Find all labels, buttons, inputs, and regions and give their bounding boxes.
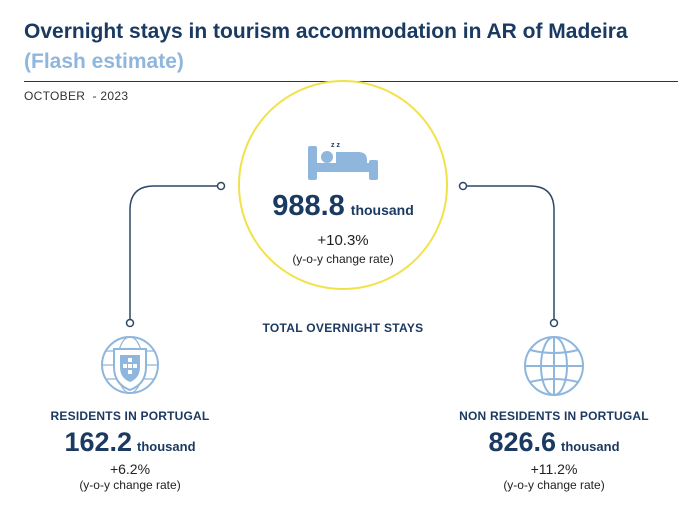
residents-label: RESIDENTS IN PORTUGAL [50, 409, 210, 423]
non-residents-block: NON RESIDENTS IN PORTUGAL 826.6 thousand … [444, 409, 664, 492]
non-residents-value-unit: thousand [561, 439, 620, 454]
sleep-mark: z z [331, 142, 340, 149]
total-circle [238, 80, 448, 290]
residents-value-number: 162.2 [64, 427, 133, 457]
non-residents-label: NON RESIDENTS IN PORTUGAL [459, 409, 649, 423]
non-residents-value-number: 826.6 [488, 427, 557, 457]
globe-icon [524, 336, 584, 396]
residents-value: 162.2 thousand [20, 427, 240, 458]
total-change-rate: +10.3% [317, 232, 369, 249]
residents-value-unit: thousand [137, 439, 196, 454]
residents-block: RESIDENTS IN PORTUGAL 162.2 thousand +6.2… [20, 409, 240, 492]
left-connector-bottom-node [125, 318, 135, 328]
left-connector [129, 185, 221, 322]
reference-period: OCTOBER - 2023 [24, 89, 129, 103]
portugal-coat-of-arms-icon [101, 336, 159, 394]
non-residents-value: 826.6 thousand [444, 427, 664, 458]
page-title: Overnight stays in tourism accommodation… [24, 20, 628, 43]
total-label: TOTAL OVERNIGHT STAYS [262, 321, 424, 335]
total-value: 988.8 thousand [243, 190, 443, 223]
residents-change-rate: +6.2% [109, 461, 151, 477]
page-subtitle: (Flash estimate) [24, 50, 184, 73]
right-connector-top-node [458, 181, 468, 191]
residents-change-note: (y-o-y change rate) [79, 478, 181, 492]
total-value-number: 988.8 [272, 190, 345, 222]
left-connector-top-node [216, 181, 226, 191]
non-residents-change-rate: +11.2% [530, 461, 578, 477]
right-connector-bottom-node [549, 318, 559, 328]
bed-sleep-icon: z z [308, 142, 378, 180]
right-connector [463, 185, 555, 322]
non-residents-change-note: (y-o-y change rate) [503, 478, 605, 492]
total-change-note: (y-o-y change rate) [292, 252, 394, 266]
total-value-unit: thousand [350, 202, 414, 218]
